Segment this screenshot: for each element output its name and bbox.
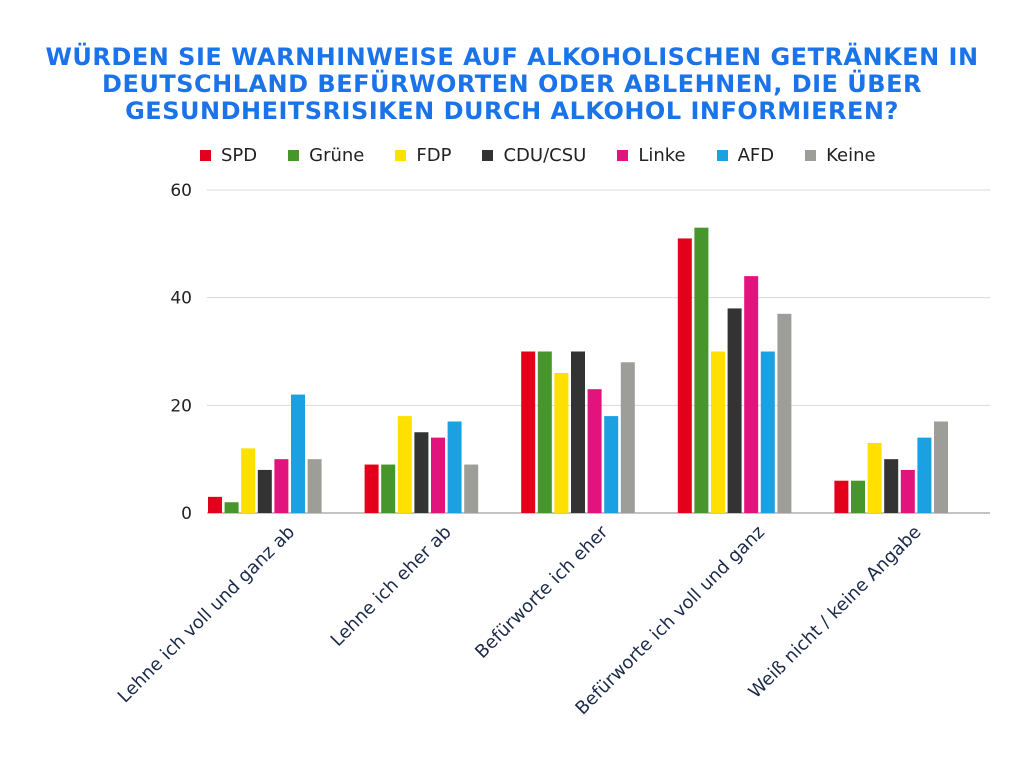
bar-3-0 [677, 238, 692, 513]
bar-3-5 [760, 351, 775, 513]
bar-1-5 [447, 421, 462, 513]
legend-swatch-2 [395, 149, 407, 161]
bar-2-4 [587, 389, 602, 513]
legend-swatch-3 [482, 149, 494, 161]
bar-0-1 [224, 502, 239, 513]
bar-4-0 [834, 480, 849, 513]
bar-1-1 [381, 464, 396, 513]
legend-entry-4: Linke [617, 144, 686, 166]
legend-entry-2: FDP [395, 145, 451, 166]
bar-4-3 [884, 459, 899, 513]
bar-1-4 [431, 437, 445, 513]
y-tick-label-2: 40 [170, 289, 192, 309]
legend-entry-6: Keine [805, 144, 876, 166]
bar-1-3 [414, 432, 429, 513]
legend-swatch-5 [716, 149, 728, 161]
bar-2-2 [554, 373, 569, 513]
x-category-label-0: Lehne ich voll und ganz ab [114, 522, 299, 707]
legend-label-1: Grüne [309, 144, 365, 166]
legend-label-4: Linke [638, 144, 686, 166]
bar-3-3 [727, 308, 742, 513]
legend-swatch-1 [288, 149, 300, 161]
legend-label-6: Keine [826, 144, 876, 166]
bar-2-5 [604, 416, 619, 513]
x-category-label-2: Befürworte ich eher [471, 521, 613, 663]
legend: SPD Grüne FDP CDU/CSU Linke AFD Keine [200, 143, 980, 167]
bar-3-6 [777, 313, 792, 513]
bar-3-2 [711, 351, 725, 513]
bar-0-2 [241, 448, 256, 513]
bar-1-6 [464, 464, 479, 513]
bar-1-0 [364, 464, 379, 513]
x-category-label-3: Befürworte ich voll und ganz [571, 522, 768, 719]
bar-0-4 [274, 459, 289, 513]
bar-2-3 [571, 351, 585, 513]
bar-0-3 [257, 469, 272, 513]
bar-1-2 [397, 416, 412, 513]
bar-2-0 [521, 351, 536, 513]
legend-swatch-6 [805, 149, 817, 161]
bar-3-1 [694, 227, 709, 513]
bar-4-5 [917, 437, 932, 513]
legend-entry-5: AFD [716, 144, 775, 166]
legend-swatch-4 [617, 149, 629, 161]
legend-label-3: CDU/CSU [503, 144, 587, 166]
legend-label-5: AFD [737, 144, 775, 166]
legend-entry-1: Grüne [288, 145, 364, 166]
bar-2-1 [537, 351, 552, 513]
y-tick-label-0: 0 [181, 504, 192, 524]
bar-0-6 [307, 459, 322, 513]
bar-4-6 [934, 421, 948, 513]
legend-entry-0: SPD [200, 145, 257, 166]
y-tick-label-3: 60 [170, 181, 192, 201]
x-category-label-4: Weiß nicht / keine Angabe [745, 522, 926, 703]
bar-4-4 [900, 469, 915, 513]
bar-2-6 [620, 362, 635, 513]
chart-title: WÜRDEN SIE WARNHINWEISE AUF ALKOHOLISCHE… [45, 43, 979, 125]
bar-4-1 [851, 480, 865, 513]
bar-0-5 [291, 394, 305, 513]
legend-label-0: SPD [221, 144, 258, 166]
x-category-label-1: Lehne ich eher ab [327, 522, 456, 651]
bar-0-0 [208, 496, 222, 513]
bar-3-4 [744, 276, 759, 513]
legend-entry-3: CDU/CSU [482, 145, 586, 166]
legend-label-2: FDP [416, 144, 452, 166]
legend-swatch-0 [200, 149, 211, 161]
y-tick-label-1: 20 [170, 396, 192, 416]
bar-4-2 [867, 443, 882, 513]
